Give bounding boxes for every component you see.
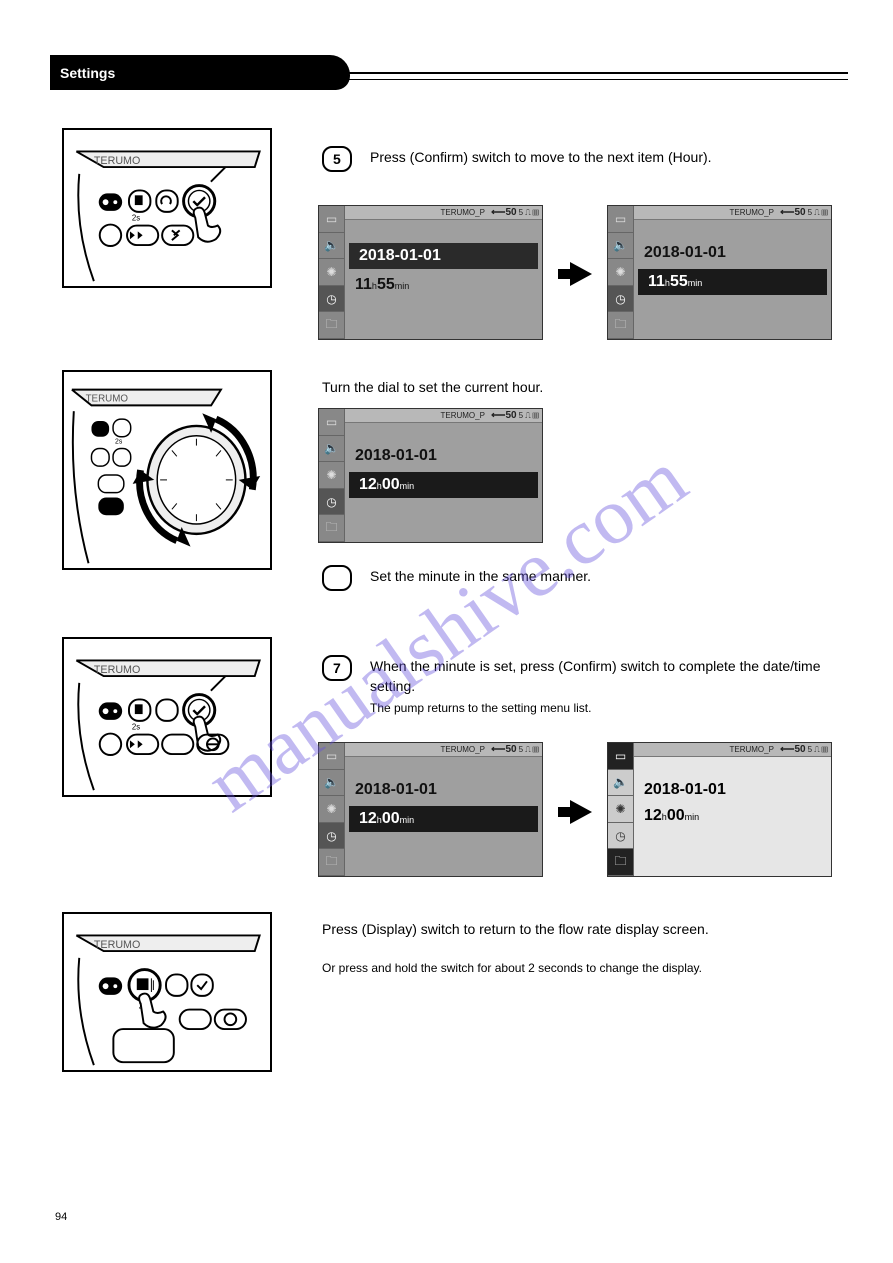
folder-icon: 🗀 [608, 312, 633, 339]
brightness-icon: ✺ [319, 259, 344, 286]
lcd-date-row: 2018-01-01 [345, 777, 542, 803]
clock-icon: ◷ [608, 823, 633, 850]
header-rule-thin [340, 79, 848, 80]
section-header: Settings [50, 55, 350, 90]
step-5-text: Press (Confirm) switch to move to the ne… [370, 148, 810, 168]
lcd-date-row: 2018-01-01 [349, 243, 538, 269]
step-7-text: When the minute is set, press (Confirm) … [370, 657, 830, 696]
history-icon: ▭ [608, 743, 633, 770]
lcd-time-row: 12h00min [634, 803, 831, 829]
speaker-icon: 🔈 [319, 770, 344, 797]
svg-text:2s: 2s [115, 439, 123, 446]
lcd-date-row: 2018-01-01 [345, 443, 542, 469]
speaker-icon: 🔈 [319, 233, 344, 260]
speaker-icon: 🔈 [319, 436, 344, 463]
lcd-icon-column: ▭ 🔈 ✺ ◷ 🗀 [319, 743, 345, 876]
step-note-7: 7 [322, 565, 352, 591]
clock-icon: ◷ [319, 286, 344, 313]
clock-icon: ◷ [319, 489, 344, 516]
speaker-icon: 🔈 [608, 770, 633, 797]
speaker-icon: 🔈 [608, 233, 633, 260]
step-7-subtext: The pump returns to the setting menu lis… [370, 700, 830, 717]
svg-text:TERUMO: TERUMO [94, 664, 140, 676]
clock-icon: ◷ [608, 286, 633, 313]
brightness-icon: ✺ [319, 796, 344, 823]
lcd-time-row-highlight: 12h00min [349, 806, 538, 832]
folder-icon: 🗀 [608, 849, 633, 876]
lcd-status-bar: TERUMO_P ⟵50 5 ⎍ ▥ [345, 743, 542, 757]
history-icon: ▭ [319, 206, 344, 233]
header-rule-thick [340, 72, 848, 74]
folder-icon: 🗀 [319, 849, 344, 876]
svg-text:TERUMO: TERUMO [94, 155, 140, 167]
svg-text:TERUMO: TERUMO [86, 393, 129, 404]
clock-icon: ◷ [319, 823, 344, 850]
brightness-icon: ✺ [608, 796, 633, 823]
device-panel-illustration-5: TERUMO 2s [62, 128, 272, 288]
lcd-icon-column: ▭ 🔈 ✺ ◷ 🗀 [608, 206, 634, 339]
step-6-text: Turn the dial to set the current hour. [322, 378, 762, 398]
step-6-note: Set the minute in the same manner. [370, 567, 810, 587]
arrow-right-icon [570, 800, 592, 824]
lcd-time-row: 11h55min [345, 272, 542, 298]
history-icon: ▭ [319, 409, 344, 436]
folder-icon: 🗀 [319, 312, 344, 339]
lcd-status-bar: TERUMO_P ⟵50 5 ⎍ ▥ [634, 206, 831, 220]
history-icon: ▭ [319, 743, 344, 770]
arrow-right-icon [570, 262, 592, 286]
device-dial-illustration-6: TERUMO 2s [62, 370, 272, 570]
history-icon: ▭ [608, 206, 633, 233]
lcd-step7-after: ▭ 🔈 ✺ ◷ 🗀 TERUMO_P ⟵50 5 ⎍ ▥ 2018-01-01 … [607, 742, 832, 877]
device-panel-illustration-7: TERUMO 2s [62, 637, 272, 797]
folder-icon: 🗀 [319, 515, 344, 542]
svg-text:2s: 2s [132, 214, 140, 223]
svg-text:2s: 2s [132, 723, 140, 732]
lcd-date-row: 2018-01-01 [634, 240, 831, 266]
lcd-status-bar: TERUMO_P ⟵50 5 ⎍ ▥ [345, 409, 542, 423]
lcd-status-bar: TERUMO_P ⟵50 5 ⎍ ▥ [634, 743, 831, 757]
svg-text:TERUMO: TERUMO [94, 939, 140, 951]
lcd-time-row-highlight: 11h55min [638, 269, 827, 295]
device-panel-illustration-8: TERUMO 2s [62, 912, 272, 1072]
lcd-step5-after: ▭ 🔈 ✺ ◷ 🗀 TERUMO_P ⟵50 5 ⎍ ▥ 2018-01-01 … [607, 205, 832, 340]
step-number-7: 7 [322, 655, 352, 681]
step-number-5: 5 [322, 146, 352, 172]
brightness-icon: ✺ [608, 259, 633, 286]
brightness-icon: ✺ [319, 462, 344, 489]
lcd-date-row: 2018-01-01 [634, 777, 831, 803]
section-title: Settings [60, 65, 115, 81]
lcd-step6: ▭ 🔈 ✺ ◷ 🗀 TERUMO_P ⟵50 5 ⎍ ▥ 2018-01-01 … [318, 408, 543, 543]
lcd-icon-column: ▭ 🔈 ✺ ◷ 🗀 [319, 409, 345, 542]
page-number: 94 [55, 1211, 67, 1223]
step-8-text: Press (Display) switch to return to the … [322, 920, 802, 940]
step-8-subtext: Or press and hold the switch for about 2… [322, 960, 802, 977]
lcd-step7-before: ▭ 🔈 ✺ ◷ 🗀 TERUMO_P ⟵50 5 ⎍ ▥ 2018-01-01 … [318, 742, 543, 877]
lcd-icon-column: ▭ 🔈 ✺ ◷ 🗀 [319, 206, 345, 339]
lcd-icon-column: ▭ 🔈 ✺ ◷ 🗀 [608, 743, 634, 876]
lcd-time-row-highlight: 12h00min [349, 472, 538, 498]
lcd-step5-before: ▭ 🔈 ✺ ◷ 🗀 TERUMO_P ⟵50 5 ⎍ ▥ 2018-01-01 … [318, 205, 543, 340]
lcd-status-bar: TERUMO_P ⟵50 5 ⎍ ▥ [345, 206, 542, 220]
